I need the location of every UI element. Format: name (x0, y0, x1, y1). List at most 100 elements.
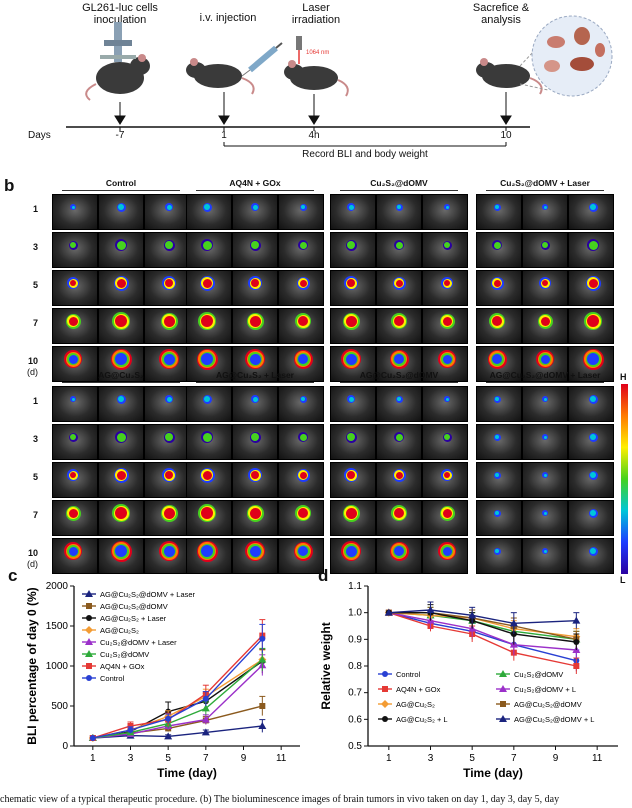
bli-image (376, 538, 422, 574)
bli-image (98, 386, 144, 422)
bli-image (278, 308, 324, 344)
signal-spot (444, 472, 450, 478)
signal-spot (118, 204, 124, 210)
bli-image (186, 500, 232, 536)
bli-image (476, 232, 522, 268)
y-tick-label: 0.8 (348, 661, 362, 672)
signal-spot (588, 278, 598, 288)
bli-image (144, 462, 190, 498)
legend-label: AG@Cu₂S₂ + Laser (100, 614, 167, 623)
signal-spot (115, 545, 127, 557)
group-title: AG@Cu₂S₂ (98, 370, 144, 380)
bli-image (376, 270, 422, 306)
bli-image (278, 386, 324, 422)
data-point (127, 727, 134, 733)
legend-label: AG@Cu₂S₂ (100, 626, 139, 635)
legend-marker (499, 670, 507, 677)
row-label-day: 10 (27, 548, 38, 558)
signal-spot (165, 471, 173, 479)
signal-spot (543, 397, 547, 401)
data-point (573, 639, 580, 645)
legend-label: AG@Cu₂S₂@dOMV + Laser (100, 590, 196, 599)
legend-label: AG@Cu₂S₂@dOMV + L (514, 715, 594, 724)
signal-spot (345, 315, 357, 327)
bli-image (144, 500, 190, 536)
signal-spot (202, 432, 212, 442)
laser-wavelength: 1064 nm (306, 50, 330, 56)
tick-label: 4h (308, 130, 320, 141)
signal-spot (345, 507, 357, 519)
signal-spot (201, 507, 213, 519)
legend-label: Cu₂S₂@dOMV + Laser (100, 638, 177, 647)
scale-high-label: H (620, 372, 627, 382)
x-tick-label: 11 (592, 753, 603, 764)
data-point (165, 715, 172, 722)
bli-image (144, 232, 190, 268)
bli-image (52, 500, 98, 536)
bli-image (278, 538, 324, 574)
signal-spot (166, 204, 172, 210)
color-scale-bar (621, 384, 628, 574)
row-label-day: 1 (32, 204, 38, 214)
bli-image (376, 194, 422, 230)
bli-image (330, 232, 376, 268)
bli-image (186, 538, 232, 574)
group-title: Cu₂S₂@dOMV (370, 178, 428, 188)
signal-spot (394, 546, 404, 556)
signal-spot (68, 546, 78, 556)
signal-spot (587, 315, 599, 327)
bli-image (52, 346, 98, 382)
bli-image (232, 500, 278, 536)
data-point (426, 606, 435, 613)
step-title-analysis: Sacrefice & analysis (472, 2, 530, 26)
bli-image (52, 424, 98, 460)
signal-spot (299, 279, 307, 287)
step-title-injection: i.v. injection (199, 12, 257, 24)
bli-image (376, 386, 422, 422)
data-point (201, 728, 210, 736)
group-title: AG@Cu₂S₂@dOMV + Laser (489, 370, 601, 380)
signal-spot (115, 315, 127, 327)
row-label-day: 10 (27, 356, 38, 366)
signal-spot (298, 354, 308, 364)
bli-image (422, 462, 468, 498)
signal-spot (395, 433, 403, 441)
bli-image (186, 462, 232, 498)
bli-image (522, 500, 568, 536)
tick-label: -7 (115, 130, 125, 141)
bli-image (98, 232, 144, 268)
bli-image (476, 194, 522, 230)
signal-spot (201, 353, 213, 365)
bli-image (278, 194, 324, 230)
signal-spot (251, 471, 259, 479)
signal-spot (395, 471, 403, 479)
bli-image (98, 500, 144, 536)
row-label-day: 7 (32, 318, 38, 328)
signal-spot (493, 279, 501, 287)
signal-spot (395, 279, 403, 287)
signal-spot (249, 353, 261, 365)
legend-label: AG@Cu₂S₂@dOMV (100, 602, 168, 611)
bli-image (422, 194, 468, 230)
bli-image (568, 194, 614, 230)
bli-image (376, 346, 422, 382)
bli-image (232, 386, 278, 422)
signal-spot (542, 280, 548, 286)
bli-image (568, 500, 614, 536)
bli-image (568, 308, 614, 344)
signal-spot (252, 204, 258, 210)
signal-spot (442, 354, 452, 364)
syringe-icon (241, 42, 283, 77)
signal-spot (590, 472, 596, 478)
y-tick-label: 0.7 (348, 688, 362, 699)
signal-spot (444, 434, 450, 440)
signal-spot (251, 279, 259, 287)
signal-spot (444, 280, 450, 286)
mouse-icon (476, 35, 549, 95)
signal-spot (115, 507, 127, 519)
y-tick-label: 0.6 (348, 714, 362, 725)
x-axis-label: Time (day) (463, 766, 523, 780)
legend-marker (85, 650, 93, 657)
y-tick-label: 1.1 (348, 581, 362, 592)
record-label: Record BLI and body weight (302, 149, 428, 160)
